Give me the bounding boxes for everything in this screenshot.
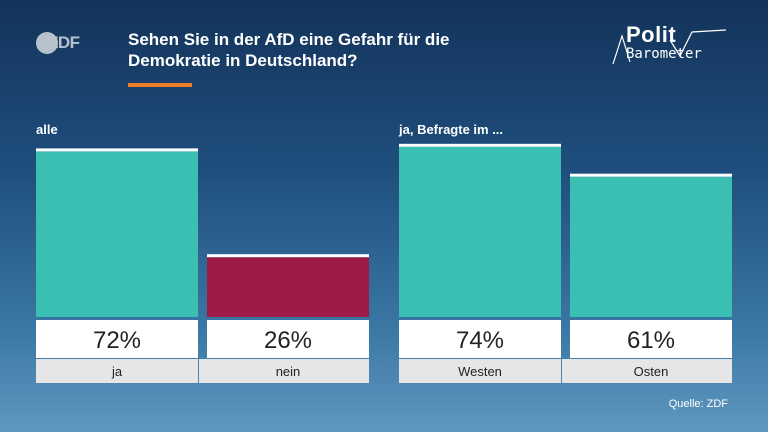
politbarometer-logo-line2: Barometer (626, 46, 702, 62)
bar-osten (570, 176, 732, 317)
category-gap-left (199, 359, 207, 383)
category-box-ja (36, 359, 198, 383)
bar-cap-ja (36, 148, 198, 152)
group-label-befragte: ja, Befragte im ... (399, 122, 504, 137)
politbarometer-logo-line1: Polit (626, 22, 677, 47)
category-box-nein (207, 359, 369, 383)
category-label-westen: Westen (458, 364, 502, 379)
politbarometer-logo: Polit Barometer (608, 20, 728, 72)
zdf-logo-text: ZDF (48, 33, 80, 52)
bar-westen (399, 146, 561, 317)
source-note: Quelle: ZDF (668, 398, 728, 410)
zdf-logo: ZDF (36, 30, 94, 56)
value-label-nein: 26% (264, 327, 312, 354)
value-box-nein (207, 320, 369, 358)
category-label-nein: nein (276, 364, 301, 379)
category-label-osten: Osten (634, 364, 669, 379)
bar-ja (36, 151, 198, 317)
bar-cap-osten (570, 173, 732, 177)
value-label-osten: 61% (627, 327, 675, 354)
category-box-osten (570, 359, 732, 383)
bar-nein (207, 257, 369, 317)
title-accent-line (128, 83, 192, 87)
category-label-ja: ja (111, 364, 123, 379)
chart-title-line2: Demokratie in Deutschland? (128, 51, 358, 70)
bar-cap-westen (399, 143, 561, 147)
chart-title-line1: Sehen Sie in der AfD eine Gefahr für die (128, 30, 450, 49)
value-box-osten (570, 320, 732, 358)
value-box-ja (36, 320, 198, 358)
category-gap-right (562, 359, 570, 383)
politbarometer-logo-strokes (612, 29, 727, 65)
group-label-alle: alle (36, 122, 58, 137)
value-label-westen: 74% (456, 327, 504, 354)
category-box-westen (399, 359, 561, 383)
chart-title: Sehen Sie in der AfD eine Gefahr für die… (128, 29, 568, 71)
bar-cap-nein (207, 254, 369, 258)
zdf-logo-circle (36, 32, 58, 54)
value-label-ja: 72% (93, 327, 141, 354)
value-box-westen (399, 320, 561, 358)
